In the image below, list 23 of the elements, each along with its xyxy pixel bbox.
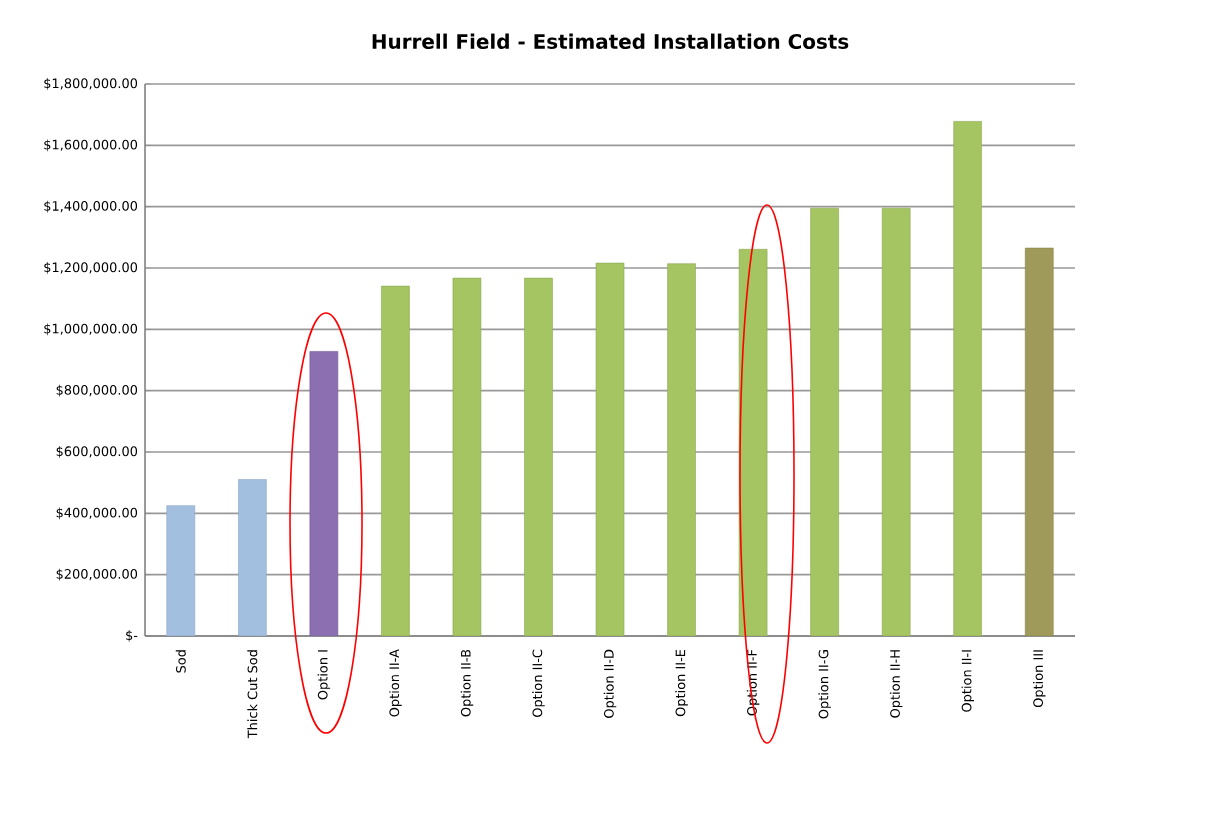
x-tick-label: Option II-G xyxy=(818,650,831,719)
x-tick-label: Option II-D xyxy=(603,649,617,718)
y-tick-label: $1,400,000.00 xyxy=(44,200,138,213)
x-tick-label: Sod xyxy=(175,650,186,673)
y-tick-label: $600,000.00 xyxy=(56,446,138,458)
x-tick-label: Option III xyxy=(1032,650,1046,708)
y-tick-label: $1,800,000.00 xyxy=(44,78,138,90)
x-tick-label: Option I xyxy=(317,650,331,700)
x-tick-label: Option II-E xyxy=(675,649,688,717)
chart-title: Hurrell Field - Estimated Installation Costs xyxy=(372,33,849,49)
x-tick-label: Option II-I xyxy=(961,650,974,712)
y-tick-label: $1,200,000.00 xyxy=(44,262,138,274)
x-tick-label: Option II-A xyxy=(389,649,402,717)
x-tick-label: Option II-C xyxy=(532,649,545,718)
y-tick-label: $1,000,000.00 xyxy=(44,323,138,336)
y-tick-label: $800,000.00 xyxy=(56,384,138,397)
x-tick-label: Thick Cut Sod xyxy=(247,650,258,739)
y-tick-label: $- xyxy=(126,630,138,642)
y-tick-label: $200,000.00 xyxy=(56,568,138,581)
x-tick-label: Option II-H xyxy=(889,650,903,718)
x-tick-label: Option II-B xyxy=(460,649,474,717)
y-tick-label: $1,600,000.00 xyxy=(44,139,138,152)
y-tick-label: $400,000.00 xyxy=(56,507,138,520)
